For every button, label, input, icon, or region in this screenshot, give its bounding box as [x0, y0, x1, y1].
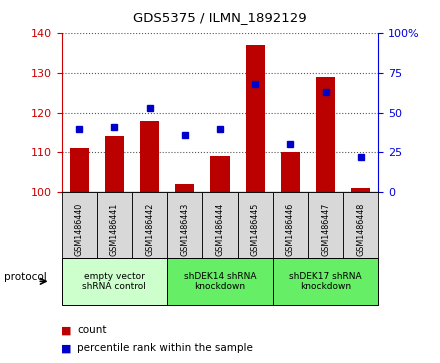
Bar: [175, 184, 194, 192]
Text: GSM1486448: GSM1486448: [356, 203, 365, 256]
Bar: [140, 121, 159, 192]
Text: GSM1486442: GSM1486442: [145, 203, 154, 256]
Text: protocol: protocol: [4, 272, 47, 282]
Bar: [316, 77, 335, 192]
Bar: [70, 148, 89, 192]
Text: shDEK14 shRNA
knockdown: shDEK14 shRNA knockdown: [184, 272, 256, 291]
Text: ■: ■: [61, 343, 71, 354]
Bar: [351, 188, 370, 192]
Text: count: count: [77, 325, 106, 335]
Bar: [105, 136, 124, 192]
Text: ■: ■: [61, 325, 71, 335]
Bar: [246, 45, 265, 192]
Text: GSM1486445: GSM1486445: [251, 203, 260, 256]
Text: GSM1486444: GSM1486444: [216, 203, 224, 256]
Text: GSM1486447: GSM1486447: [321, 203, 330, 256]
Bar: [210, 156, 230, 192]
Bar: [281, 152, 300, 192]
Text: GDS5375 / ILMN_1892129: GDS5375 / ILMN_1892129: [133, 11, 307, 24]
Text: empty vector
shRNA control: empty vector shRNA control: [82, 272, 147, 291]
Text: percentile rank within the sample: percentile rank within the sample: [77, 343, 253, 354]
Text: GSM1486443: GSM1486443: [180, 203, 189, 256]
Text: GSM1486446: GSM1486446: [286, 203, 295, 256]
Text: shDEK17 shRNA
knockdown: shDEK17 shRNA knockdown: [289, 272, 362, 291]
Text: GSM1486440: GSM1486440: [75, 203, 84, 256]
Text: GSM1486441: GSM1486441: [110, 203, 119, 256]
